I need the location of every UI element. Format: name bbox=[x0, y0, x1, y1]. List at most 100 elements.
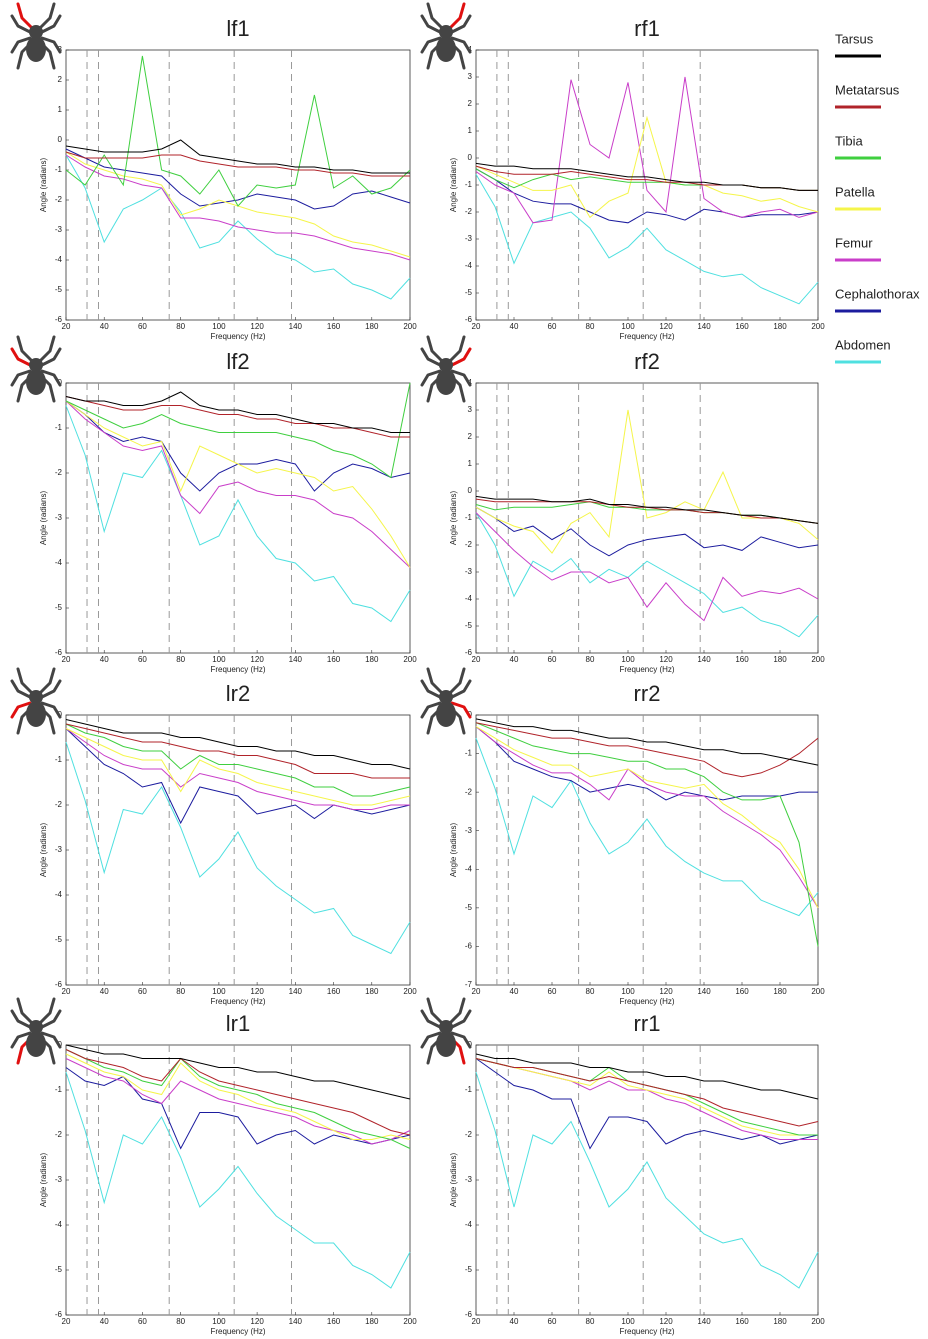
spider-leg bbox=[420, 369, 442, 387]
y-tick-label: -6 bbox=[465, 648, 473, 657]
spider-leg bbox=[40, 36, 62, 54]
spider-leg bbox=[40, 679, 62, 699]
series-line bbox=[65, 139, 410, 174]
series-line bbox=[65, 391, 410, 433]
spider-leg bbox=[420, 679, 442, 699]
legend-label: Femur bbox=[835, 235, 873, 250]
spider-leg bbox=[450, 369, 472, 387]
spider-leg bbox=[448, 667, 466, 695]
legend-label: Cephalothorax bbox=[835, 286, 920, 301]
spider-leg bbox=[40, 701, 62, 719]
y-tick-label: -3 bbox=[465, 1175, 473, 1184]
y-tick-label: -6 bbox=[55, 980, 63, 989]
y-tick-label: -1 bbox=[465, 749, 473, 758]
x-tick-label: 160 bbox=[327, 1317, 341, 1326]
series-line bbox=[65, 719, 411, 770]
spider-abdomen bbox=[436, 369, 456, 395]
x-axis-label: Frequency (Hz) bbox=[619, 665, 674, 674]
x-tick-label: 180 bbox=[365, 1317, 379, 1326]
x-tick-label: 80 bbox=[176, 987, 185, 996]
x-tick-label: 180 bbox=[773, 987, 787, 996]
y-axis-label: Angle (radians) bbox=[449, 158, 458, 213]
spider-leg bbox=[10, 701, 32, 719]
chart-title: rr2 bbox=[634, 681, 661, 706]
y-tick-label: -4 bbox=[55, 890, 63, 899]
spider-leg bbox=[420, 1009, 442, 1029]
x-tick-label: 200 bbox=[811, 1317, 825, 1326]
series-line bbox=[475, 512, 819, 622]
x-tick-label: 140 bbox=[697, 987, 711, 996]
x-tick-label: 200 bbox=[403, 322, 417, 331]
spider-leg bbox=[38, 667, 56, 695]
spider-cephalothorax bbox=[29, 25, 43, 39]
x-tick-label: 180 bbox=[365, 987, 379, 996]
x-tick-label: 140 bbox=[289, 655, 303, 664]
spider-leg bbox=[10, 1031, 32, 1049]
plot-area bbox=[475, 49, 819, 321]
plot-area bbox=[65, 49, 411, 321]
y-tick-label: 1 bbox=[468, 459, 473, 468]
series-line bbox=[475, 1058, 819, 1127]
y-tick-label: -5 bbox=[55, 603, 63, 612]
y-tick-label: 2 bbox=[58, 75, 63, 84]
x-tick-label: 160 bbox=[735, 1317, 749, 1326]
x-tick-label: 40 bbox=[510, 322, 519, 331]
spider-leg bbox=[450, 14, 472, 34]
x-tick-label: 60 bbox=[548, 1317, 557, 1326]
x-tick-label: 180 bbox=[365, 655, 379, 664]
spider-leg bbox=[38, 335, 56, 363]
x-tick-label: 40 bbox=[510, 655, 519, 664]
y-tick-label: -4 bbox=[465, 864, 473, 873]
spider-leg bbox=[426, 2, 444, 30]
spider-leg bbox=[426, 667, 444, 695]
x-tick-label: 180 bbox=[773, 1317, 787, 1326]
y-tick-label: -6 bbox=[55, 648, 63, 657]
spider-leg bbox=[448, 997, 466, 1025]
y-tick-label: -4 bbox=[55, 1220, 63, 1229]
series-line bbox=[65, 728, 411, 806]
series-line bbox=[65, 1049, 411, 1149]
y-tick-label: -3 bbox=[465, 567, 473, 576]
spider-leg bbox=[426, 997, 444, 1025]
series-line bbox=[475, 718, 819, 766]
plot-area bbox=[65, 382, 411, 654]
y-tick-label: -6 bbox=[465, 942, 473, 951]
y-tick-label: -6 bbox=[55, 1310, 63, 1319]
chart-title: rr1 bbox=[634, 1011, 661, 1036]
y-tick-label: -4 bbox=[55, 558, 63, 567]
legend-label: Tibia bbox=[835, 133, 863, 148]
x-tick-label: 60 bbox=[138, 655, 147, 664]
chart-title: lf2 bbox=[226, 349, 249, 374]
spider-cephalothorax bbox=[439, 358, 453, 372]
x-tick-label: 20 bbox=[472, 655, 481, 664]
spider-leg bbox=[420, 36, 442, 54]
spider-cephalothorax bbox=[439, 1020, 453, 1034]
x-tick-label: 120 bbox=[659, 655, 673, 664]
y-tick-label: -1 bbox=[55, 1085, 63, 1094]
spider-leg bbox=[450, 36, 472, 54]
x-tick-label: 160 bbox=[735, 655, 749, 664]
spider-leg bbox=[10, 36, 32, 54]
spider-leg bbox=[38, 2, 56, 30]
legend-label: Patella bbox=[835, 184, 876, 199]
series-line bbox=[65, 55, 411, 207]
series-line bbox=[475, 1058, 818, 1136]
y-tick-label: -4 bbox=[465, 594, 473, 603]
spider-leg bbox=[420, 347, 442, 367]
series-line bbox=[475, 726, 818, 801]
y-tick-label: -2 bbox=[465, 207, 473, 216]
x-tick-label: 100 bbox=[621, 322, 635, 331]
spider-leg bbox=[420, 701, 442, 719]
series-line bbox=[475, 168, 819, 224]
chart-title: rf1 bbox=[634, 16, 660, 41]
spider-leg bbox=[40, 1009, 62, 1029]
series-line bbox=[65, 148, 411, 210]
series-line bbox=[65, 1044, 411, 1100]
y-tick-label: -1 bbox=[465, 180, 473, 189]
y-tick-label: -5 bbox=[55, 285, 63, 294]
x-tick-label: 160 bbox=[327, 987, 341, 996]
series-line bbox=[65, 154, 411, 300]
series-line bbox=[65, 723, 411, 797]
spider-leg bbox=[420, 14, 442, 34]
y-tick-label: 1 bbox=[58, 105, 63, 114]
